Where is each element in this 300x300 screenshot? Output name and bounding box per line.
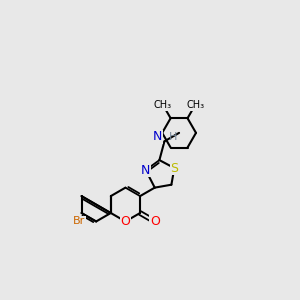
Text: CH₃: CH₃: [186, 100, 204, 110]
Text: H: H: [169, 132, 177, 142]
Text: S: S: [170, 161, 178, 175]
Text: N: N: [141, 164, 150, 176]
Text: CH₃: CH₃: [154, 100, 172, 110]
Text: N: N: [153, 130, 162, 143]
Text: Br: Br: [73, 217, 85, 226]
Text: O: O: [150, 215, 160, 228]
Text: O: O: [121, 215, 130, 228]
